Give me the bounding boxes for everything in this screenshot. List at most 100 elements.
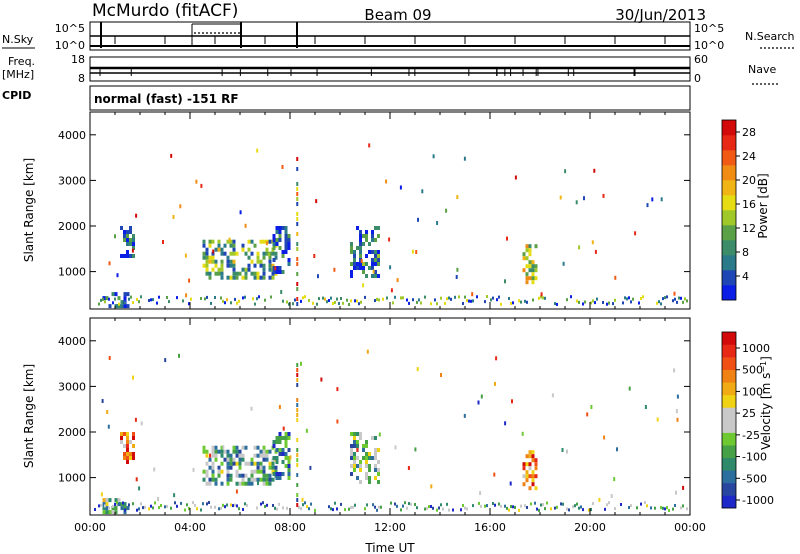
colorbar-swatch [722,445,736,459]
echo-cell [531,478,535,483]
echo-cell [525,474,529,479]
echo-cell [271,477,275,482]
echo-cell [114,297,116,301]
echo-cell [658,300,660,304]
echo-cell [287,258,291,262]
echo-cell [120,226,123,230]
echo-cell [256,255,260,260]
nave-label: Nave [748,63,776,76]
echo-cell [296,197,299,201]
colorbar-tick-label: 12 [742,222,756,235]
echo-cell [126,452,129,456]
echo-cell [371,436,374,440]
echo-cell [232,263,236,268]
echo-cell [328,299,330,302]
echo-cell [268,461,272,466]
echo-cell [525,248,529,253]
echo-cell [232,267,236,272]
cpid-strip: CPID normal (fast) -151 RF [2,85,691,111]
echo-cell [350,242,353,246]
echo-cell [606,503,608,507]
echo-cell [525,264,529,269]
echo-cell [377,226,380,230]
echo-cell [353,262,356,266]
echo-cell [129,230,132,234]
echo-cell [287,476,291,480]
echo-cell [238,473,242,478]
echo-cell [372,503,374,507]
echo-cell [604,507,606,511]
echo-cell [176,504,178,508]
freq-tick-bottom: 8 [78,72,85,85]
echo-cell [284,452,288,456]
echo-cell [202,449,206,454]
echo-cell [211,255,215,260]
echo-cell [366,349,369,354]
echo-cell [484,504,486,508]
echo-cell [672,507,674,511]
echo-cell [528,244,532,249]
echo-cell [214,445,218,450]
echo-cell [554,302,556,306]
echo-cell [372,269,375,274]
echo-cell [275,226,279,230]
echo-cell [330,296,332,300]
echo-cell [646,203,649,208]
echo-cell [144,505,146,509]
echo-cell [676,394,679,399]
echo-cell [580,505,582,509]
echo-cell [415,250,418,254]
echo-cell [247,461,251,466]
echo-cell [123,238,126,242]
echo-cell [676,417,679,422]
echo-cell [528,450,532,455]
echo-cell [353,444,356,448]
echo-cell [664,507,666,511]
echo-cell [275,230,279,234]
echo-cell [275,440,279,444]
echo-cell [262,501,264,505]
echo-cell [509,481,512,486]
echo-cell [129,452,132,456]
echo-cell [570,295,572,299]
echo-cell [287,448,291,452]
echo-cell [253,243,257,248]
echo-cell [356,262,359,266]
echo-cell [340,502,342,506]
echo-cell [296,408,299,412]
colorbar-swatch [722,165,736,181]
nsearch-tick-bottom: 10^0 [694,39,724,52]
echo-cell [360,300,362,304]
echo-cell [222,503,224,507]
echo-cell [377,274,380,278]
freq-label-line2: [MHz] [2,68,34,81]
echo-cell [296,403,299,407]
velocity-panel: 1000 2000 3000 4000 00:00 04:00 08:00 12:00 16:… [22,317,706,554]
echo-cell [340,297,342,300]
echo-cell [506,236,508,241]
echo-cell [211,267,215,272]
echo-cell [371,250,374,254]
colorbar-tick-label: 16 [742,198,756,211]
echo-cell [272,504,274,507]
echo-cell [238,457,242,462]
echo-cell [179,204,182,209]
echo-cell [262,453,266,458]
echo-cell [504,279,506,284]
echo-cell [326,300,328,304]
echo-cell [211,445,215,450]
echo-cell [296,282,299,286]
echo-cell [272,472,276,476]
echo-cell [512,301,514,305]
echo-cell [217,465,221,470]
echo-cell [217,239,221,244]
echo-cell [588,508,590,512]
echo-cell [682,485,685,490]
colorbar-swatch [722,225,736,241]
echo-cell [574,504,576,508]
echo-cell [262,469,266,474]
echo-cell [224,301,226,305]
echo-cell [296,418,299,422]
echo-cell [220,296,222,300]
echo-cell [209,453,212,458]
